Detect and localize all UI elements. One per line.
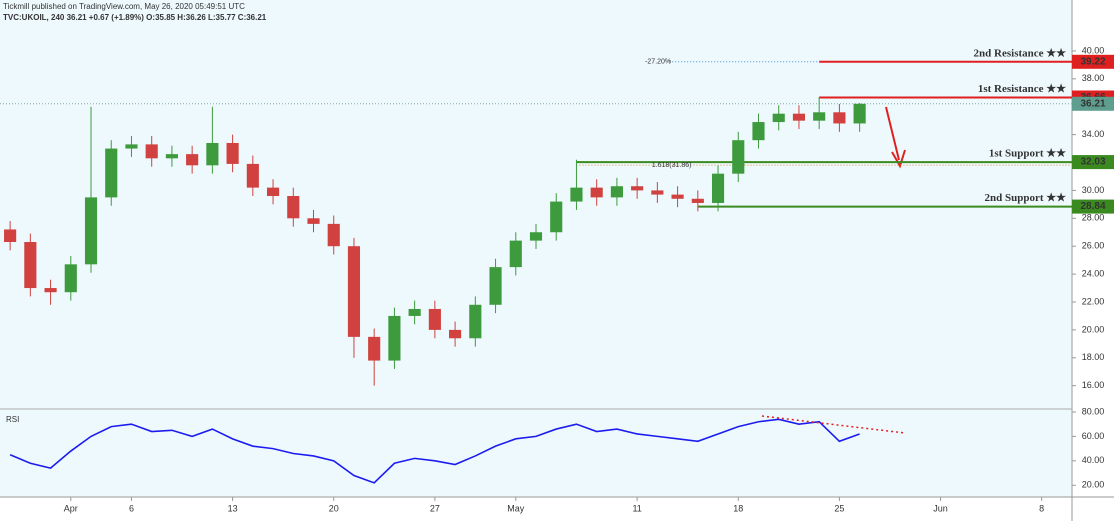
candle-body xyxy=(186,154,199,166)
candle-body xyxy=(732,140,745,174)
candle-body xyxy=(105,148,118,198)
rsi-y-tick-label: 20.00 xyxy=(1082,480,1105,490)
candle-body xyxy=(4,229,17,243)
rsi-y-tick-label: 80.00 xyxy=(1082,406,1105,416)
y-tick-label: 34.00 xyxy=(1082,129,1105,139)
price-box xyxy=(1072,54,1114,69)
y-tick-label: 16.00 xyxy=(1082,380,1105,390)
x-tick-label: Apr xyxy=(64,503,78,513)
rsi-line xyxy=(9,418,860,484)
candle-body xyxy=(853,103,866,124)
candle-body xyxy=(449,329,462,339)
x-tick-label: 11 xyxy=(632,503,641,513)
price-box-label: 39.22 xyxy=(1080,56,1105,67)
candle-body xyxy=(529,232,543,241)
y-tick-label: 24.00 xyxy=(1082,268,1105,278)
symbol-info: TVC:UKOIL, 240 36.21 +0.67 (+1.89%) O:35… xyxy=(3,13,267,22)
candle-body xyxy=(408,308,421,316)
candle-body xyxy=(266,187,280,196)
candle-body xyxy=(165,154,178,159)
x-tick-label: May xyxy=(507,503,525,513)
y-tick-label: 40.00 xyxy=(1082,45,1105,55)
candle-body xyxy=(24,242,37,289)
candle-body xyxy=(64,264,77,293)
candle-body xyxy=(489,267,502,305)
level-label: 2nd Resistance ★★ xyxy=(974,47,1067,59)
price-box-label: 28.84 xyxy=(1080,201,1105,212)
arrow xyxy=(885,106,906,169)
candle-body xyxy=(671,194,684,199)
candle-body xyxy=(772,113,785,123)
candle-body xyxy=(509,240,522,268)
price-box xyxy=(1072,155,1114,170)
candle-body xyxy=(206,142,219,166)
annotation: -27.20% xyxy=(645,59,671,66)
candle-body xyxy=(246,163,259,188)
candle-body xyxy=(226,142,239,164)
x-tick-label: 6 xyxy=(129,503,134,513)
rsi-y-tick-label: 40.00 xyxy=(1082,455,1105,465)
y-tick-label: 38.00 xyxy=(1082,73,1105,83)
candle-body xyxy=(44,288,57,293)
y-tick-label: 18.00 xyxy=(1082,352,1105,362)
candle-body xyxy=(368,336,381,361)
header: Tickmill published on TradingView.com, M… xyxy=(3,2,245,11)
y-tick-label: 22.00 xyxy=(1082,296,1105,306)
candle-body xyxy=(145,144,158,159)
rsi-trendline xyxy=(761,415,906,434)
price-box-label: 32.03 xyxy=(1080,157,1105,168)
candle-body xyxy=(125,144,138,149)
x-tick-label: 25 xyxy=(834,503,844,513)
y-tick-label: 26.00 xyxy=(1082,241,1105,251)
candle-body xyxy=(691,198,704,203)
candle-body xyxy=(610,186,623,198)
candle-body xyxy=(347,246,361,337)
candle-body xyxy=(590,187,603,198)
y-tick-label: 20.00 xyxy=(1082,324,1105,334)
candle-body xyxy=(752,122,765,141)
candle-body xyxy=(469,304,482,339)
rsi-label: RSI xyxy=(6,415,19,424)
candle-body xyxy=(388,315,401,361)
x-tick-label: 8 xyxy=(1039,503,1044,513)
rsi-y-tick-label: 60.00 xyxy=(1082,431,1105,441)
price-box xyxy=(1072,199,1114,214)
level-label: 1st Resistance ★★ xyxy=(978,83,1066,95)
candle-body xyxy=(651,190,664,195)
x-tick-label: 27 xyxy=(430,503,440,513)
level-label: 1st Support ★★ xyxy=(989,148,1066,160)
x-tick-label: 13 xyxy=(228,503,238,513)
x-tick-label: Jun xyxy=(933,503,948,513)
x-tick-label: 18 xyxy=(733,503,743,513)
x-tick-label: 20 xyxy=(329,503,339,513)
candle-body xyxy=(550,201,563,233)
y-tick-label: 30.00 xyxy=(1082,185,1105,195)
y-tick-label: 28.00 xyxy=(1082,213,1105,223)
candle-body xyxy=(711,173,725,203)
candle-body xyxy=(307,218,320,224)
candle-body xyxy=(327,223,340,247)
candle-body xyxy=(84,197,98,265)
candle-body xyxy=(813,112,826,121)
candle-body xyxy=(631,186,644,191)
candle-body xyxy=(792,113,806,121)
level-label: 2nd Support ★★ xyxy=(985,192,1067,204)
candle-body xyxy=(287,195,300,219)
candle-body xyxy=(833,112,846,124)
candle-body xyxy=(428,308,441,330)
price-box xyxy=(1072,96,1114,111)
price-box-label: 36.21 xyxy=(1080,98,1105,109)
annotation: 1.618(31.86) xyxy=(652,162,692,169)
candle-body xyxy=(570,187,583,202)
